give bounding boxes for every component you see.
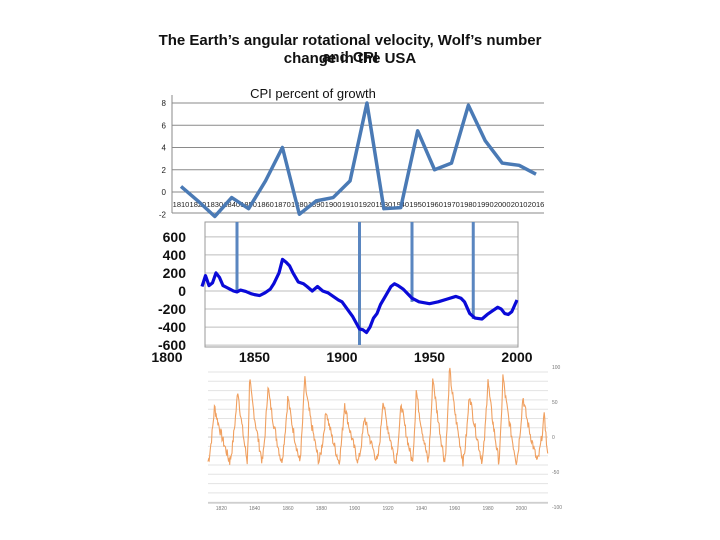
chart-title-line2: change in the USA [283,50,417,67]
chart-title-line1: The Earth’s angular rotational velocity,… [158,32,542,66]
cpi-y-tick-label: 6 [162,121,167,130]
cpi-x-tick-label: 1900 [325,200,342,209]
cpi-y-tick-label: 0 [162,188,167,197]
cpi-y-tick-label: 2 [162,166,167,175]
velocity-y-tick-label: -200 [158,301,186,317]
velocity-series-line [200,257,519,335]
velocity-y-tick-label: -400 [158,319,186,335]
wolf-x-tick-label: 1960 [449,506,460,512]
velocity-y-tick-label: 600 [163,229,187,245]
velocity-x-tick-label: 1800 [151,349,182,365]
velocity-x-tick-label: 2000 [501,349,532,365]
wolf-x-tick-label: 1840 [249,506,260,512]
cpi-x-tick-label: 1950 [409,200,426,209]
cpi-x-tick-label: 1850 [240,200,257,209]
wolf-y-tick-label: 100 [552,365,561,371]
wolf-y-tick-label: 0 [552,435,555,441]
cpi-x-tick-label: 1830 [206,200,223,209]
cpi-x-tick-label: 1880 [291,200,308,209]
cpi-chart-title: CPI percent of growth [250,86,376,101]
cpi-x-tick-label: 1980 [460,200,477,209]
wolf-x-tick-label: 1880 [316,506,327,512]
cpi-x-tick-label: 1890 [308,200,325,209]
cpi-x-tick-label: 1990 [477,200,494,209]
velocity-y-tick-label: 200 [163,265,187,281]
velocity-y-tick-label: 0 [178,283,186,299]
wolf-x-tick-label: 1980 [482,506,493,512]
velocity-x-tick-label: 1900 [326,349,357,365]
cpi-x-tick-label: 2016 [528,200,545,209]
wolf-x-tick-label: 1940 [416,506,427,512]
cpi-x-tick-label: 1970 [443,200,460,209]
cpi-x-tick-label: 1860 [257,200,274,209]
wolf-x-tick-label: 1820 [216,506,227,512]
wolf-x-tick-label: 2000 [516,506,527,512]
cpi-x-tick-label: 1910 [342,200,359,209]
velocity-x-tick-label: 1850 [239,349,270,365]
cpi-y-tick-label: 4 [162,144,167,153]
wolf-x-tick-label: 1920 [382,506,393,512]
cpi-x-tick-label: 1920 [359,200,376,209]
cpi-x-tick-label: 2000 [494,200,511,209]
velocity-x-tick-label: 1950 [414,349,445,365]
wolf-series-line [207,367,549,467]
wolf-x-tick-label: 1900 [349,506,360,512]
wolf-x-tick-label: 1860 [282,506,293,512]
cpi-x-tick-label: 1840 [223,200,240,209]
cpi-x-tick-label: 1820 [190,200,207,209]
cpi-series-line [179,101,537,219]
wolf-y-tick-label: 50 [552,400,558,406]
cpi-x-tick-label: 1870 [274,200,291,209]
velocity-y-tick-label: 400 [163,247,187,263]
cpi-x-tick-label: 1810 [173,200,190,209]
velocity-plot-frame [204,221,519,348]
cpi-y-tick-label: -2 [159,210,167,219]
wolf-y-tick-label: -50 [552,470,559,476]
cpi-y-tick-label: 8 [162,99,167,108]
cpi-x-tick-label: 1960 [426,200,443,209]
velocity-y-tick-label: -600 [158,337,186,353]
cpi-x-tick-label: 2010 [511,200,528,209]
wolf-y-tick-label: -100 [552,505,562,511]
